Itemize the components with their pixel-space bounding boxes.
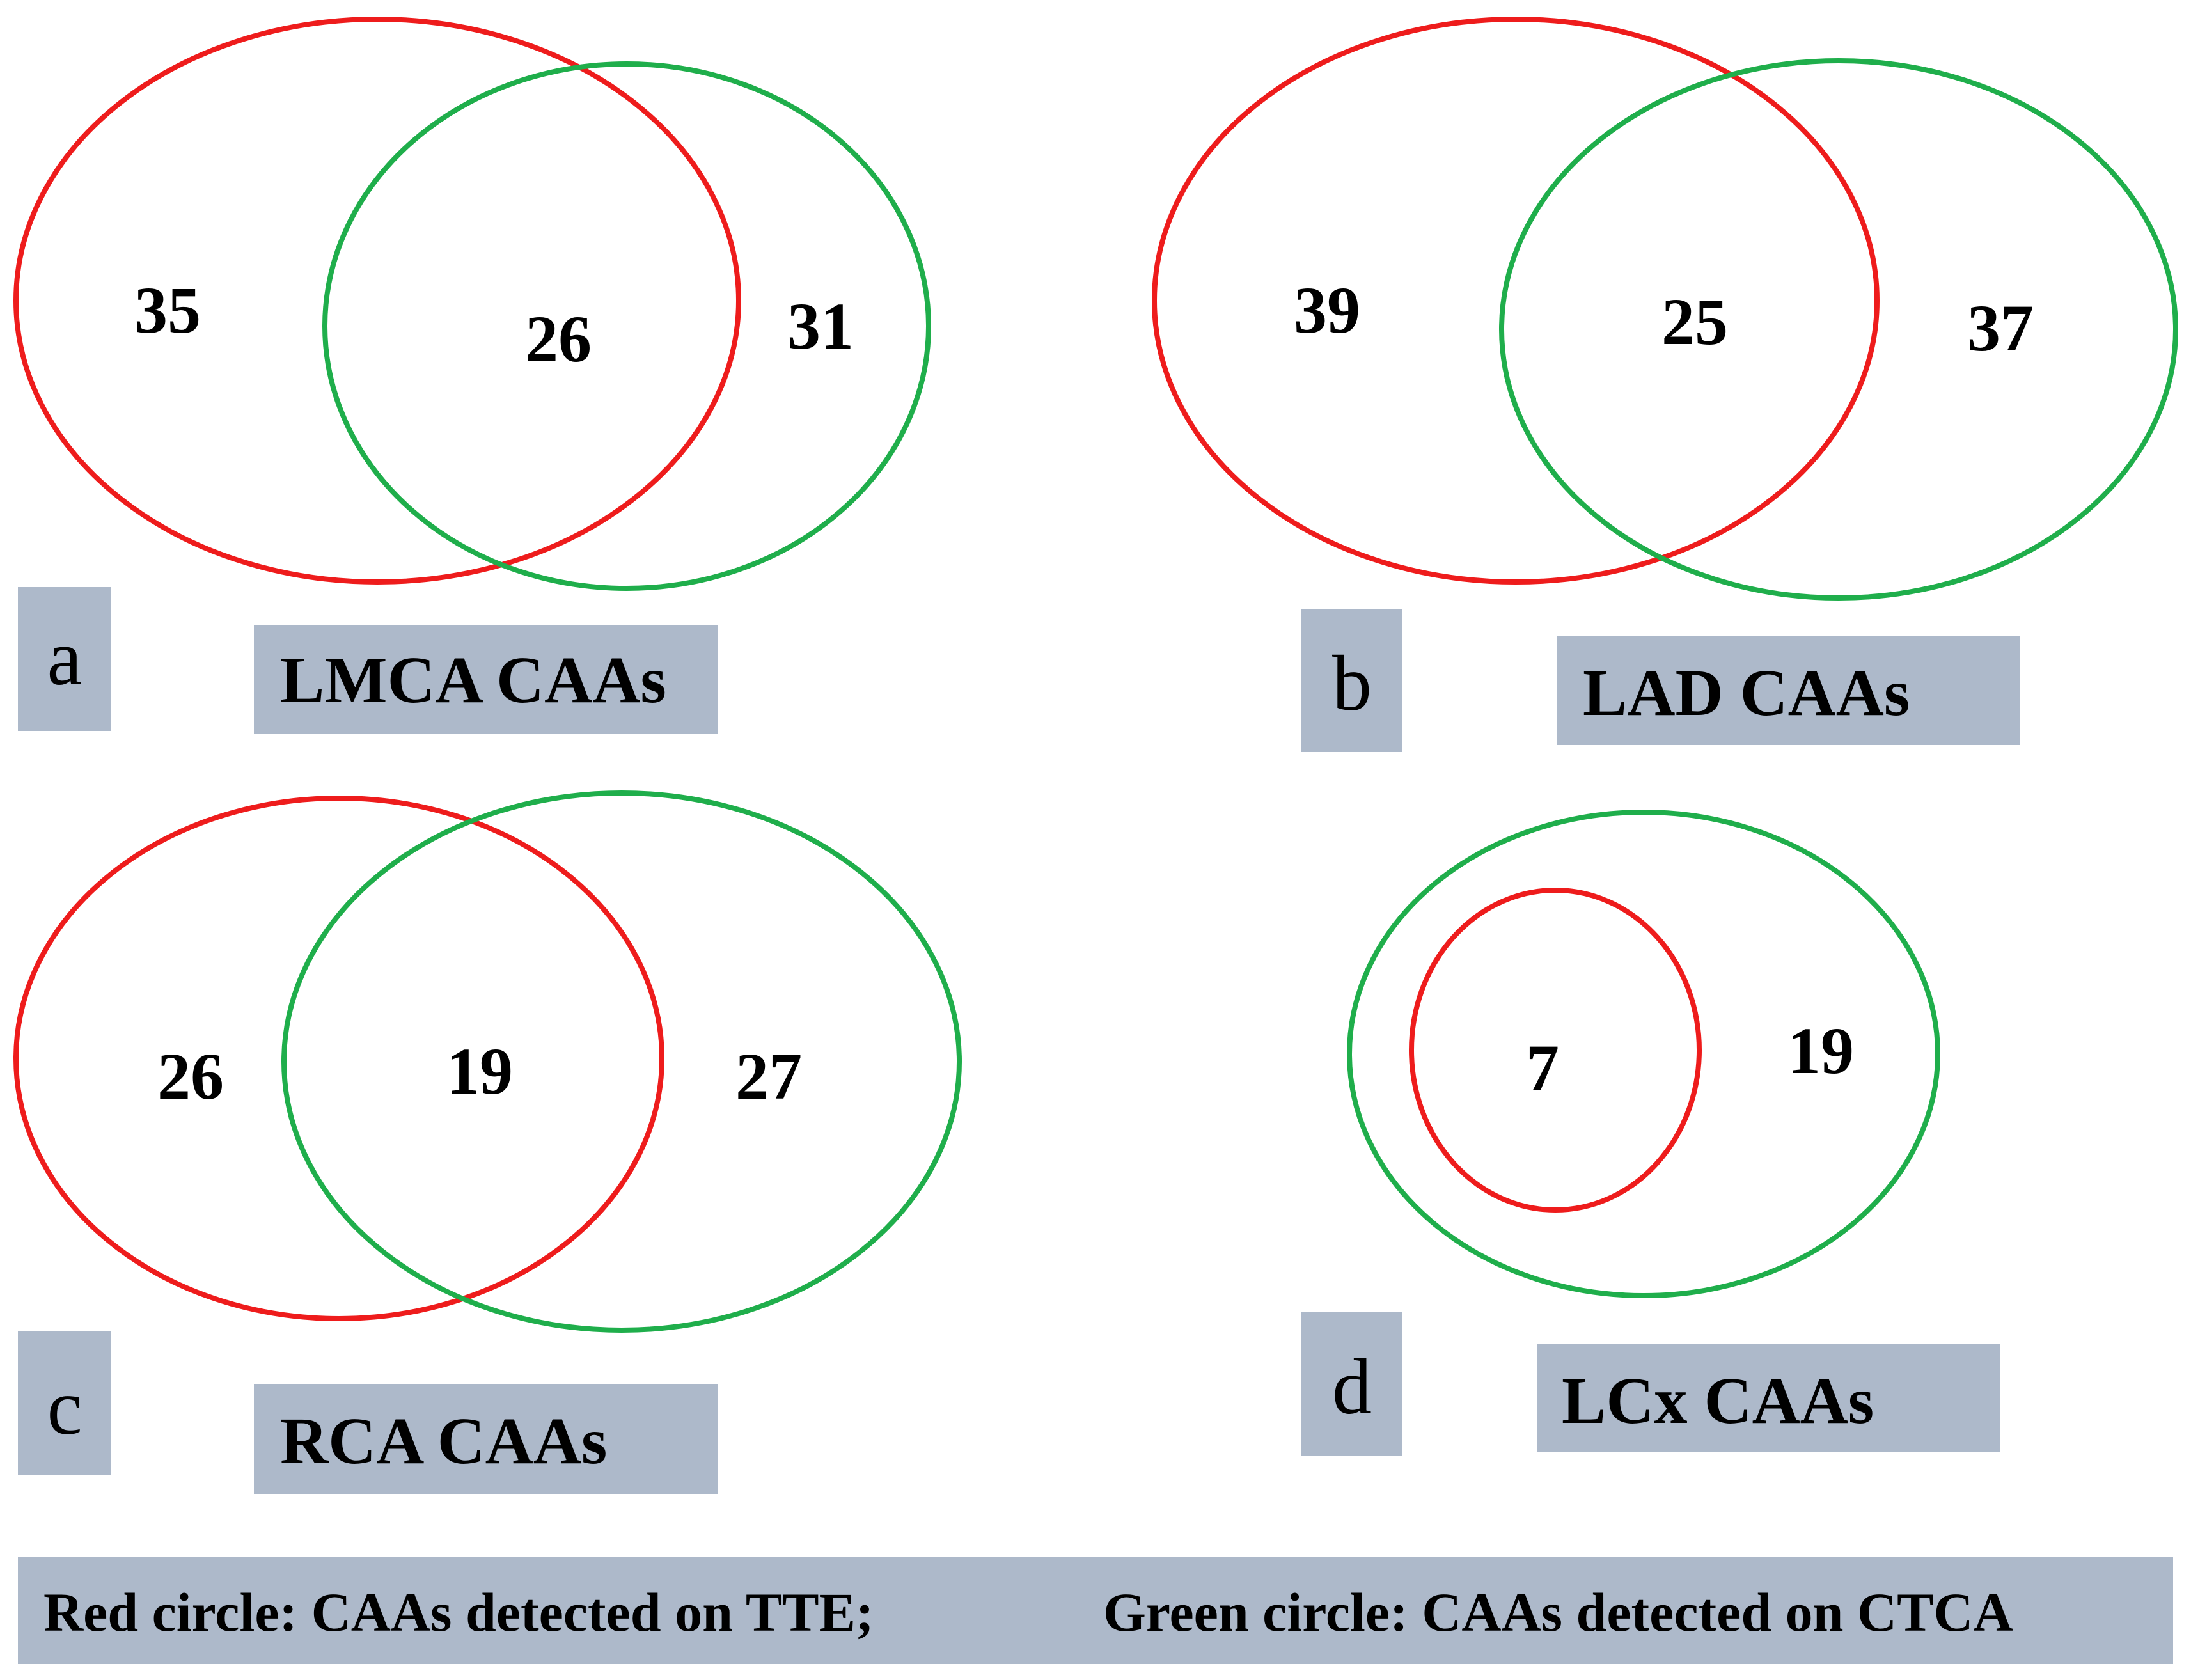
panel-letter-box (1301, 1312, 1402, 1456)
panel-title-box (254, 625, 718, 734)
tte-only-count: 35 (134, 274, 201, 347)
tte-only-count: 39 (1294, 274, 1360, 347)
panel-title: LCx CAAs (1562, 1364, 1874, 1438)
overlap-count: 26 (525, 302, 592, 376)
green-circle-ctca (1347, 810, 1940, 1298)
panel-d: 7 19 d LCx CAAs (1301, 810, 2000, 1456)
panel-title-box (254, 1384, 718, 1494)
panel-a: 35 26 31 a LMCA CAAs (13, 17, 931, 734)
panel-letter: d (1332, 1343, 1372, 1431)
ctca-only-count: 19 (1787, 1014, 1854, 1088)
ctca-only-count: 27 (735, 1040, 802, 1113)
panel-title: LAD CAAs (1583, 656, 1910, 730)
panel-letter: c (47, 1363, 82, 1451)
tte-only-count: 26 (157, 1040, 224, 1113)
overlap-count: 7 (1526, 1032, 1559, 1105)
panel-c: 26 19 27 c RCA CAAs (13, 790, 962, 1494)
panel-letter-box (18, 587, 111, 731)
overlap-count: 25 (1661, 285, 1728, 359)
green-circle-ctca (322, 61, 931, 591)
panel-letter-box (1301, 609, 1402, 752)
legend-box (18, 1557, 2173, 1664)
green-circle-ctca (1499, 58, 2178, 601)
panel-title: RCA CAAs (280, 1404, 607, 1478)
red-circle-tte (13, 796, 664, 1321)
legend-red-circle: Red circle: CAAs detected on TTE; (43, 1582, 874, 1643)
panel-letter-box (18, 1331, 111, 1475)
red-circle-tte (1409, 888, 1702, 1213)
panel-letter: b (1332, 640, 1372, 727)
green-circle-ctca (281, 790, 962, 1333)
panel-title-box (1537, 1344, 2000, 1452)
panel-title: LMCA CAAs (280, 643, 666, 717)
overlap-count: 19 (446, 1035, 513, 1108)
legend: Red circle: CAAs detected on TTE; Green … (18, 1557, 2173, 1664)
ctca-only-count: 31 (787, 290, 854, 363)
panel-title-box (1557, 636, 2020, 745)
panel-b: 39 25 37 b LAD CAAs (1152, 17, 2178, 752)
panel-letter: a (47, 614, 82, 702)
legend-green-circle: Green circle: CAAs detected on CTCA (1103, 1582, 2013, 1643)
red-circle-tte (13, 17, 741, 585)
ctca-only-count: 37 (1967, 292, 2034, 365)
red-circle-tte (1152, 17, 1880, 585)
